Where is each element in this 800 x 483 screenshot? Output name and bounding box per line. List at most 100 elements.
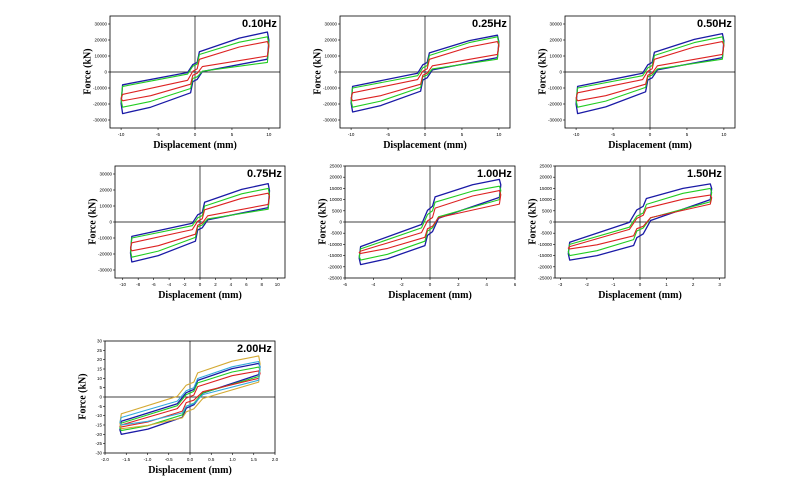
y-tick-label: 10 — [97, 376, 103, 381]
y-tick-label: 15000 — [539, 186, 552, 191]
x-tick-label: -2 — [400, 282, 404, 287]
y-tick-label: -20 — [95, 432, 102, 437]
x-tick-label: 5 — [231, 132, 234, 137]
y-tick-label: -10000 — [328, 242, 343, 247]
chart-panel-6: -3 -2 -1 0 1 2 3 -25000 -20000 -15000 -10000 -5000 0… — [515, 158, 755, 308]
x-tick-label: 1.0 — [229, 457, 236, 462]
chart-title: 2.00Hz — [237, 343, 272, 355]
y-tick-label: -20000 — [548, 102, 563, 107]
x-tick-label: 0 — [194, 132, 197, 137]
y-tick-label: -20000 — [328, 264, 343, 269]
y-tick-label: 20000 — [94, 38, 107, 43]
y-axis-label: Force (kN) — [317, 198, 329, 245]
x-tick-label: -4 — [371, 282, 375, 287]
x-tick-label: 1 — [665, 282, 668, 287]
y-tick-label: 0 — [104, 70, 107, 75]
x-tick-label: 2 — [692, 282, 695, 287]
x-tick-label: 6 — [514, 282, 517, 287]
y-tick-label: 0 — [559, 70, 562, 75]
x-tick-label: 6 — [245, 282, 248, 287]
x-tick-label: -2.0 — [101, 457, 109, 462]
x-tick-label: 10 — [266, 132, 272, 137]
x-axis-label: Displacement (mm) — [388, 290, 472, 301]
y-tick-label: -5000 — [540, 231, 552, 236]
y-tick-label: 10000 — [329, 197, 342, 202]
chart-panel-1: -10 -5 0 5 10 -30000 -20000 -10000 0 10000 20000 30… — [70, 8, 310, 158]
series-loop-1 — [567, 183, 713, 261]
x-tick-label: 10 — [275, 282, 281, 287]
y-axis-label: Force (kN) — [82, 48, 94, 95]
x-tick-label: 3 — [718, 282, 721, 287]
series-loop-3 — [129, 192, 271, 252]
x-tick-label: -2 — [183, 282, 187, 287]
y-tick-label: 20000 — [324, 38, 337, 43]
y-tick-label: -15000 — [328, 253, 343, 258]
y-tick-label: -30 — [95, 451, 102, 456]
x-tick-label: 2.0 — [272, 457, 279, 462]
y-tick-label: 20000 — [549, 38, 562, 43]
y-axis-label: Force (kN) — [527, 198, 539, 245]
y-tick-label: -30000 — [548, 118, 563, 123]
y-tick-label: 10000 — [549, 54, 562, 59]
x-tick-label: 4 — [230, 282, 233, 287]
x-tick-label: -5 — [611, 132, 615, 137]
y-tick-label: 5 — [99, 385, 102, 390]
x-tick-label: -4 — [167, 282, 171, 287]
series-loop-4 — [119, 355, 261, 430]
x-axis-label: Displacement (mm) — [153, 140, 237, 151]
y-tick-label: 0 — [339, 220, 342, 225]
y-tick-label: -5 — [98, 404, 102, 409]
y-tick-label: 20000 — [329, 175, 342, 180]
series-loop-3 — [120, 41, 270, 102]
x-tick-label: -10 — [118, 132, 125, 137]
x-tick-label: -2 — [585, 282, 589, 287]
y-tick-label: -20000 — [538, 264, 553, 269]
y-tick-label: 25 — [97, 348, 103, 353]
y-tick-label: -15 — [95, 423, 102, 428]
series-loop-3 — [567, 194, 713, 250]
chart-svg: -10 -5 0 5 10 -30000 -20000 -10000 0 10000 20000 30… — [93, 15, 281, 137]
y-tick-label: -10000 — [323, 86, 338, 91]
x-tick-label: -1.5 — [122, 457, 130, 462]
y-axis-label: Force (kN) — [312, 48, 324, 95]
y-tick-label: 20000 — [539, 175, 552, 180]
x-axis-label: Displacement (mm) — [598, 290, 682, 301]
chart-title: 0.50Hz — [697, 18, 732, 30]
chart-svg: -2.0 -1.5 -1.0 -0.5 0.0 0.5 1.0 1.5 2.0 -30 -25 -20… — [95, 339, 279, 463]
x-tick-label: -3 — [558, 282, 562, 287]
series-loop-2 — [567, 187, 713, 257]
x-tick-label: 10 — [496, 132, 502, 137]
y-tick-label: 30000 — [99, 172, 112, 177]
chart-panel-3: -10 -5 0 5 10 -30000 -20000 -10000 0 10000 20000 30… — [525, 8, 765, 158]
y-tick-label: -10000 — [548, 86, 563, 91]
y-tick-label: -15000 — [538, 253, 553, 258]
x-tick-label: -5 — [386, 132, 390, 137]
x-tick-label: 0 — [649, 132, 652, 137]
chart-title: 1.50Hz — [687, 168, 722, 180]
series-loop-1 — [358, 178, 502, 266]
series-loop-2 — [350, 36, 500, 108]
y-tick-label: -5000 — [330, 231, 342, 236]
x-tick-label: 0 — [424, 132, 427, 137]
y-tick-label: 20 — [97, 357, 103, 362]
x-tick-label: 0 — [429, 282, 432, 287]
x-tick-label: -10 — [573, 132, 580, 137]
y-tick-label: 15000 — [329, 186, 342, 191]
y-tick-label: -10000 — [93, 86, 108, 91]
y-tick-label: -25000 — [328, 276, 343, 281]
x-tick-label: -10 — [348, 132, 355, 137]
chart-svg: -6 -4 -2 0 2 4 6 -25000 -20000 -15000 -10000 -5000 0… — [328, 164, 517, 288]
series-loop-5 — [119, 360, 261, 426]
x-tick-label: -0.5 — [165, 457, 173, 462]
chart-title: 0.25Hz — [472, 18, 507, 30]
x-tick-label: 5 — [686, 132, 689, 137]
x-tick-label: -6 — [343, 282, 347, 287]
x-tick-label: 0 — [639, 282, 642, 287]
y-axis-label: Force (kN) — [537, 48, 549, 95]
y-tick-label: 0 — [109, 220, 112, 225]
x-tick-label: -8 — [136, 282, 140, 287]
y-tick-label: 25000 — [329, 164, 342, 169]
y-tick-label: 10000 — [324, 54, 337, 59]
y-tick-label: 10000 — [539, 197, 552, 202]
y-tick-label: -10 — [95, 413, 102, 418]
